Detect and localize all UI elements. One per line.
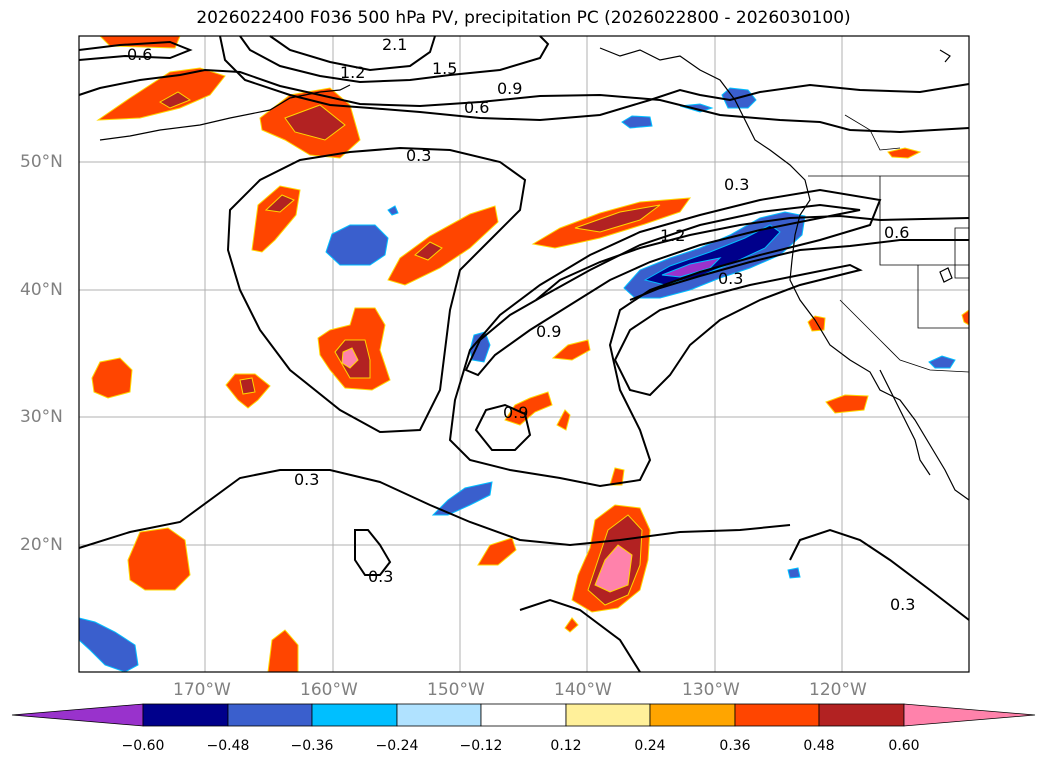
colorbar-bin-4 bbox=[396, 703, 482, 727]
colorbar-bin-9 bbox=[818, 703, 905, 727]
contour-label-7: 0.3 bbox=[724, 175, 749, 194]
pv-contours bbox=[78, 35, 970, 673]
colorbar-tick-6: 0.24 bbox=[634, 738, 666, 754]
borders bbox=[808, 114, 970, 373]
lon-label-140w: 140°W bbox=[554, 680, 612, 700]
colorbar-bin-6 bbox=[565, 703, 651, 727]
colorbar-tick-4: −0.12 bbox=[459, 738, 503, 754]
colorbar-bin-7 bbox=[649, 703, 736, 727]
lon-label-150w: 150°W bbox=[427, 680, 485, 700]
colorbar-extend-min bbox=[11, 703, 144, 727]
contour-label-9: 0.6 bbox=[884, 223, 909, 242]
contour-label-13: 0.3 bbox=[294, 470, 319, 489]
lon-label-120w: 120°W bbox=[809, 680, 867, 700]
map-background bbox=[79, 36, 969, 672]
contour-label-3: 1.2 bbox=[340, 63, 365, 82]
colorbar-tick-1: −0.48 bbox=[206, 738, 250, 754]
contour-label-15: 0.3 bbox=[890, 595, 915, 614]
colorbar bbox=[11, 703, 1036, 727]
colorbar-tick-8: 0.48 bbox=[803, 738, 835, 754]
contour-label-11: 0.9 bbox=[536, 322, 561, 341]
contour-label-5: 0.6 bbox=[464, 98, 489, 117]
colorbar-bin-5 bbox=[480, 703, 567, 727]
lat-label-20n: 20°N bbox=[20, 535, 63, 555]
contour-label-14: 0.3 bbox=[368, 567, 393, 586]
contour-label-2: 1.5 bbox=[432, 59, 457, 78]
colorbar-tick-2: −0.36 bbox=[290, 738, 334, 754]
lat-label-40n: 40°N bbox=[20, 280, 63, 300]
colorbar-bin-1 bbox=[142, 703, 229, 727]
map-frame bbox=[78, 35, 970, 673]
colorbar-bin-3 bbox=[311, 703, 398, 727]
colorbar-tick-7: 0.36 bbox=[719, 738, 751, 754]
colorbar-tick-3: −0.24 bbox=[375, 738, 419, 754]
coastlines bbox=[99, 47, 970, 501]
lat-label-30n: 30°N bbox=[20, 407, 63, 427]
contour-label-6: 0.3 bbox=[406, 146, 431, 165]
colorbar-bin-8 bbox=[734, 703, 820, 727]
contour-label-8: 1.2 bbox=[660, 226, 685, 245]
contour-label-0: 0.6 bbox=[127, 45, 152, 64]
contour-label-10: 0.3 bbox=[718, 269, 743, 288]
precip-negative-areas bbox=[78, 87, 956, 673]
contour-labels: 0.6 2.1 1.5 1.2 0.9 0.6 0.3 0.3 1.2 0.6 … bbox=[127, 35, 915, 614]
lat-label-50n: 50°N bbox=[20, 152, 63, 172]
lon-label-170w: 170°W bbox=[173, 680, 231, 700]
contour-label-1: 2.1 bbox=[382, 35, 407, 54]
contour-label-4: 0.9 bbox=[497, 79, 522, 98]
contour-label-12: 0.9 bbox=[503, 403, 528, 422]
colorbar-tick-5: 0.12 bbox=[550, 738, 582, 754]
colorbar-bin-2 bbox=[227, 703, 313, 727]
colorbar-tick-0: −0.60 bbox=[121, 738, 165, 754]
precip-positive-areas bbox=[91, 35, 970, 673]
colorbar-tick-9: 0.60 bbox=[888, 738, 920, 754]
map-title: 2026022400 F036 500 hPa PV, precipitatio… bbox=[196, 8, 851, 28]
lon-label-130w: 130°W bbox=[682, 680, 740, 700]
colorbar-extend-max bbox=[903, 703, 1036, 727]
lon-label-160w: 160°W bbox=[300, 680, 358, 700]
